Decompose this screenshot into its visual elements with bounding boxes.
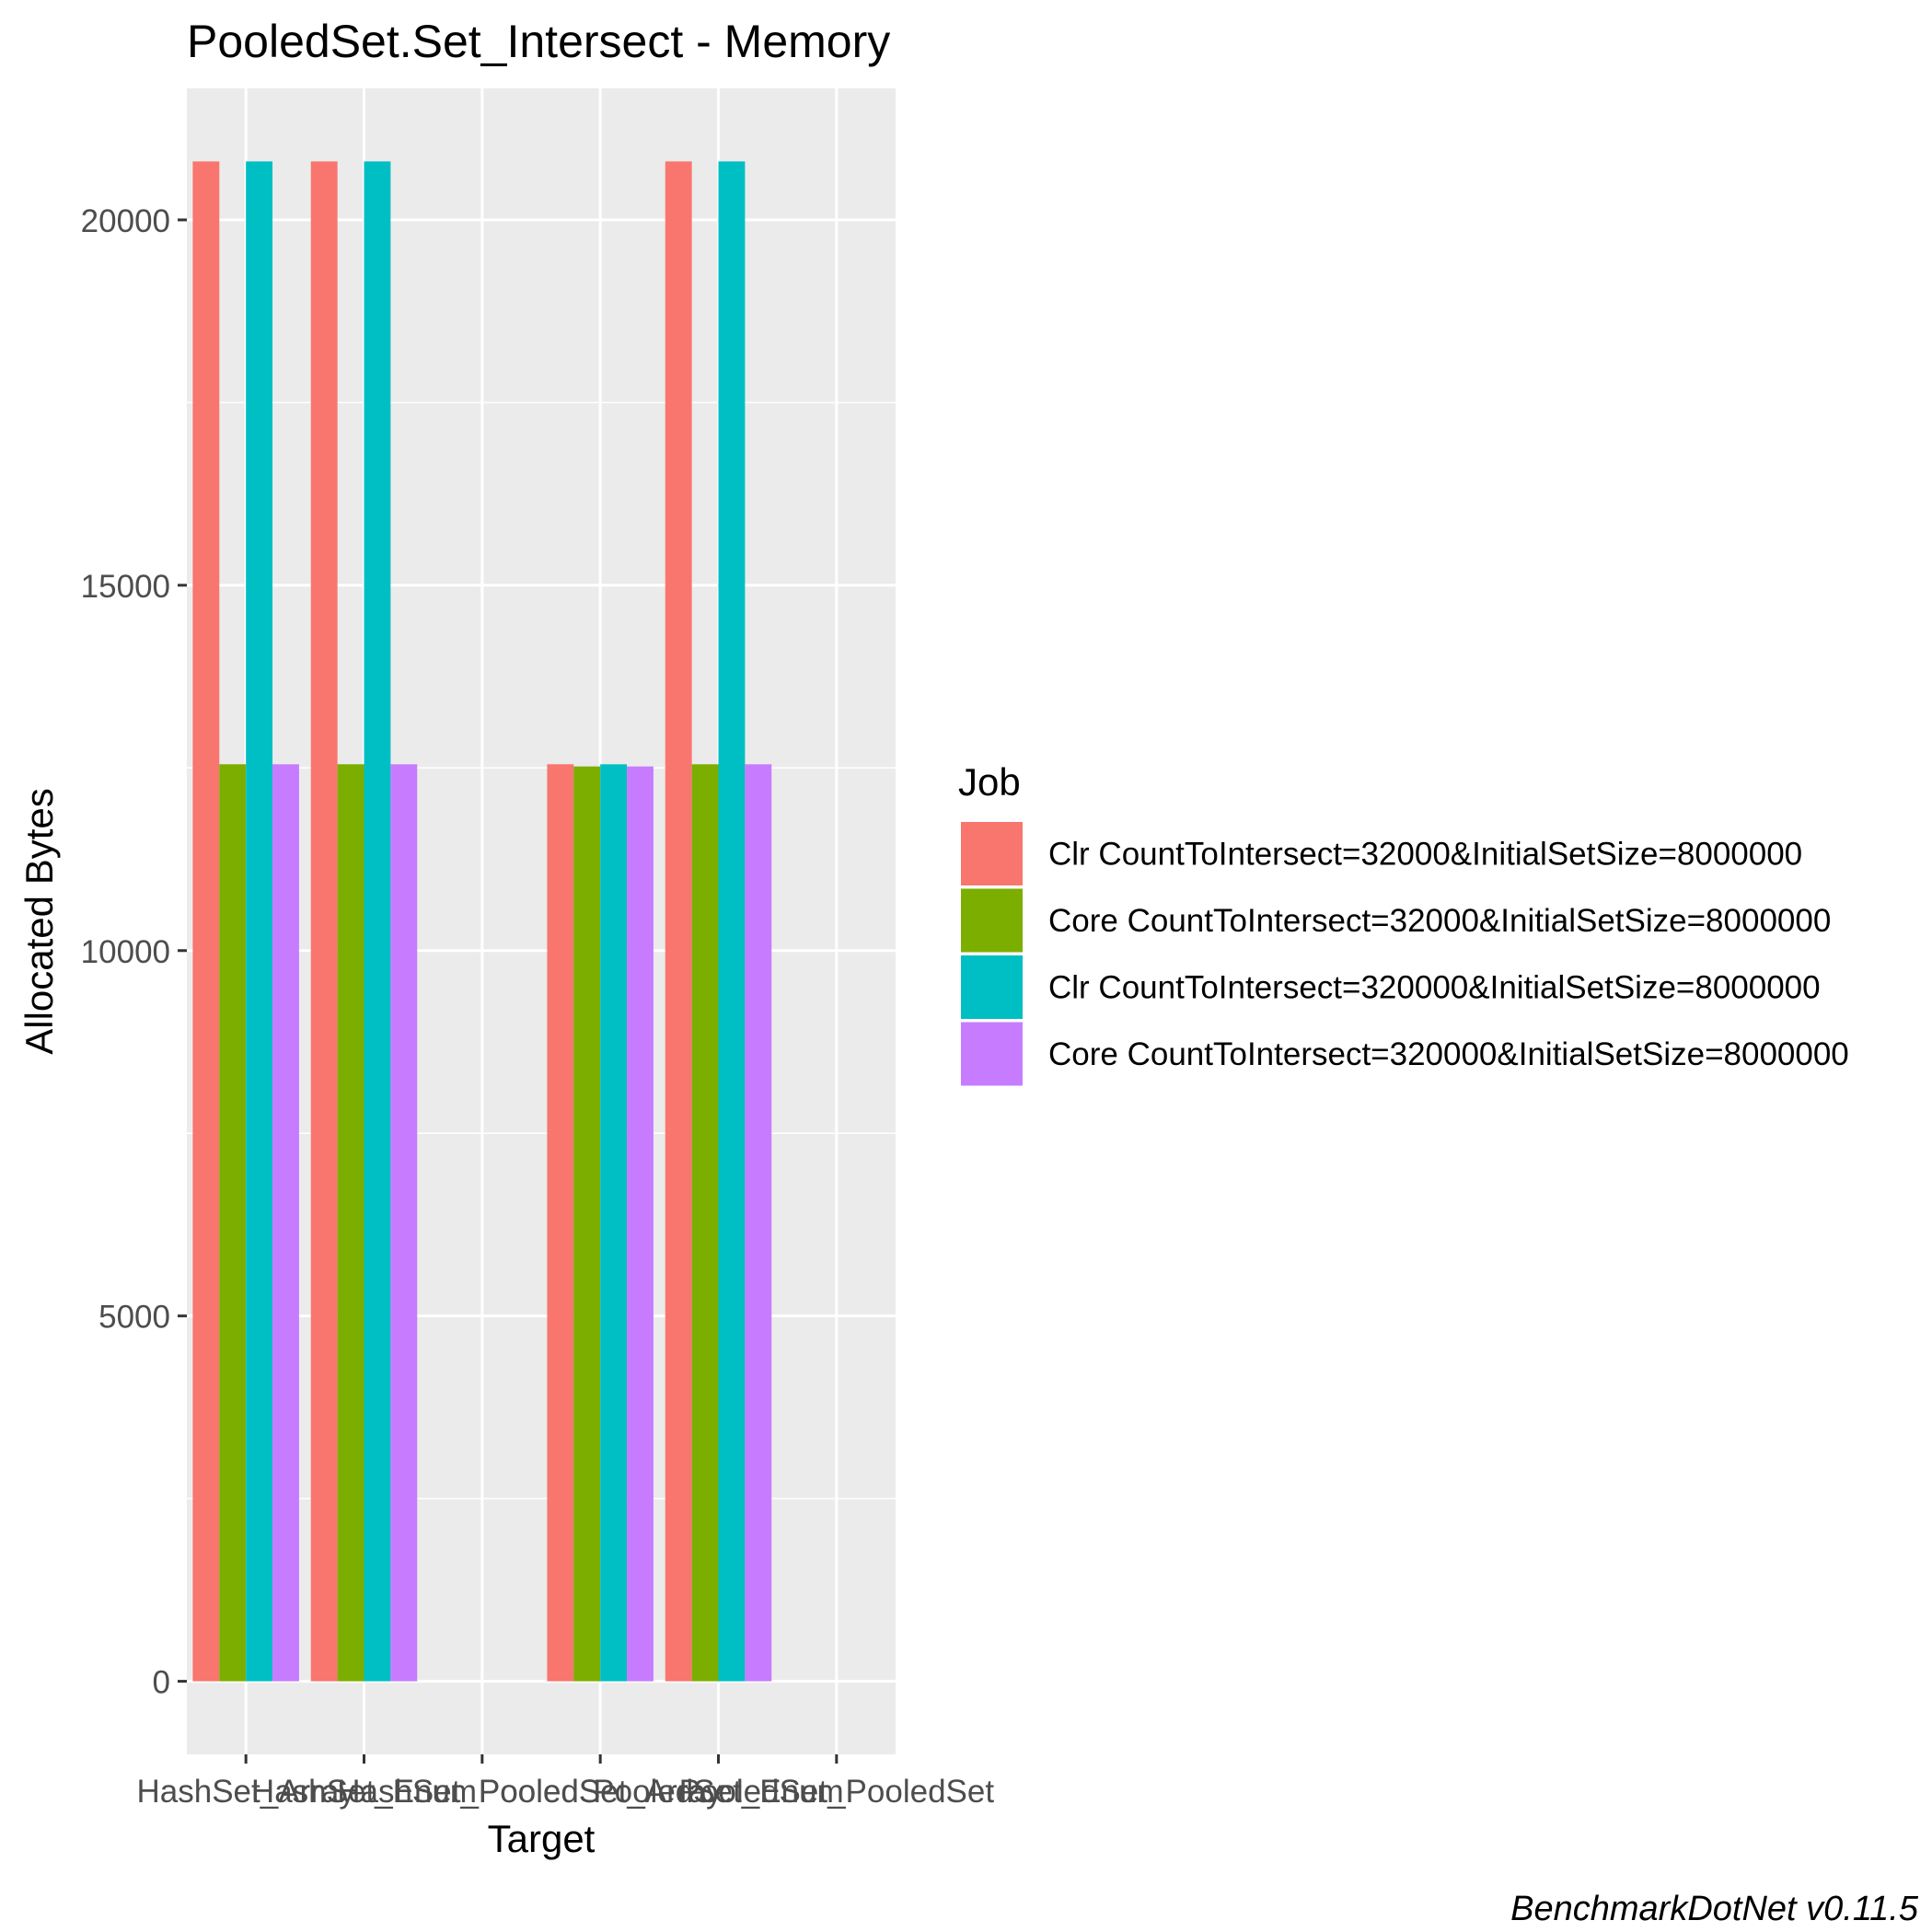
bar-pooledset-enum-series-1 xyxy=(665,161,692,1682)
y-tick-label: 15000 xyxy=(81,569,170,605)
bars xyxy=(192,161,772,1682)
y-tick-label: 5000 xyxy=(98,1300,170,1336)
x-tick-label: PooledSet_PooledSet xyxy=(679,1774,995,1810)
x-axis: HashSet_ArrayHashSet_EnumHashSet_PooledS… xyxy=(137,1754,995,1810)
y-tick-label: 0 xyxy=(153,1665,170,1701)
legend-label: Clr CountToIntersect=32000&InitialSetSiz… xyxy=(1048,837,1802,873)
x-tick-label: HashSet_Enum xyxy=(251,1774,477,1810)
grid-minor xyxy=(187,401,896,1499)
bar-hashset-array-series-2 xyxy=(219,764,247,1682)
legend: Job Clr CountToIntersect=32000&InitialSe… xyxy=(958,760,1849,1086)
bar-hashset-enum-series-2 xyxy=(337,764,364,1682)
legend-key xyxy=(961,822,1023,885)
legend-key xyxy=(961,1022,1023,1086)
legend-label: Clr CountToIntersect=320000&InitialSetSi… xyxy=(1048,970,1821,1006)
x-axis-label: Target xyxy=(488,1817,596,1860)
bar-pooledset-enum-series-2 xyxy=(691,764,719,1682)
caption: BenchmarkDotNet v0.11.5 xyxy=(1510,1890,1919,1928)
x-tick-label: HashSet_Array xyxy=(137,1774,356,1810)
y-tick-label: 20000 xyxy=(81,203,170,239)
bar-hashset-enum-series-4 xyxy=(390,764,418,1682)
bar-pooledset-array-series-1 xyxy=(547,764,574,1682)
x-tick-label: PooledSet_Array xyxy=(479,1774,723,1810)
bar-hashset-enum-series-1 xyxy=(310,161,338,1682)
bar-pooledset-array-series-4 xyxy=(627,766,654,1682)
y-tick-label: 10000 xyxy=(81,934,170,970)
bar-pooledset-array-series-2 xyxy=(573,766,601,1682)
bar-pooledset-enum-series-4 xyxy=(745,764,772,1682)
y-axis-label: Allocated Bytes xyxy=(17,788,61,1055)
bar-hashset-array-series-4 xyxy=(272,764,299,1682)
plot-panel xyxy=(187,88,896,1754)
y-axis: 0 5000 10000 15000 20000 xyxy=(81,203,187,1701)
legend-label: Core CountToIntersect=320000&InitialSetS… xyxy=(1048,1036,1849,1072)
x-tick-label: PooledSet_Enum xyxy=(593,1774,843,1810)
bar-hashset-enum-series-3 xyxy=(364,161,391,1682)
chart-title: PooledSet.Set_Intersect - Memory xyxy=(187,16,890,67)
bar-pooledset-array-series-3 xyxy=(600,764,628,1682)
legend-label: Core CountToIntersect=32000&InitialSetSi… xyxy=(1048,903,1831,939)
legend-key xyxy=(961,888,1023,953)
bar-hashset-array-series-3 xyxy=(246,161,273,1682)
x-tick-label: HashSet_PooledSet xyxy=(337,1774,627,1810)
legend-key xyxy=(961,955,1023,1019)
bar-pooledset-enum-series-3 xyxy=(718,161,746,1682)
bar-hashset-array-series-1 xyxy=(192,161,220,1682)
legend-title: Job xyxy=(958,760,1021,804)
